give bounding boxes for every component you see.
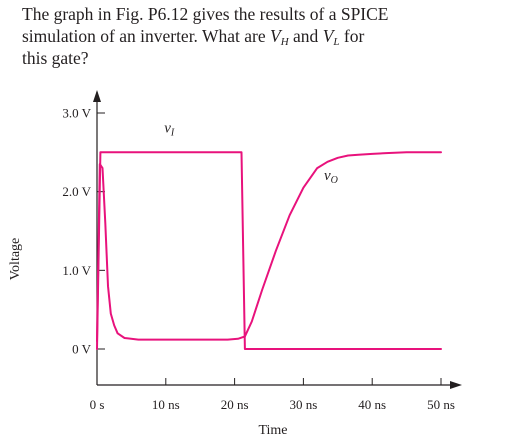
problem-line-2-end: for: [339, 26, 365, 46]
x-tick-label: 30 ns: [289, 397, 317, 412]
problem-line-1: The graph in Fig. P6.12 gives the result…: [22, 4, 389, 24]
y-tick-label: 0 V: [72, 342, 92, 357]
y-tick-label: 1.0 V: [62, 263, 91, 278]
y-axis-arrow: [93, 90, 101, 102]
x-tick-label: 20 ns: [221, 397, 249, 412]
problem-line-2-middle: and: [288, 26, 323, 46]
x-tick-label: 10 ns: [152, 397, 180, 412]
problem-statement: The graph in Fig. P6.12 gives the result…: [22, 3, 502, 69]
problem-line-2-start: simulation of an inverter. What are: [22, 26, 270, 46]
problem-line-2: simulation of an inverter. What are VH a…: [22, 25, 502, 48]
x-axis-label: Time: [258, 423, 287, 438]
vl-symbol: VL: [322, 26, 340, 48]
y-tick-label: 3.0 V: [62, 106, 91, 121]
vi-input-curve: [96, 151, 442, 350]
x-tick-label: 40 ns: [358, 397, 386, 412]
y-axis-label: Voltage: [8, 238, 23, 281]
x-axis-arrow: [450, 381, 462, 389]
vo-output-curve: [96, 151, 442, 343]
y-tick-label: 2.0 V: [62, 184, 91, 199]
vo-curve-label: vO: [324, 168, 338, 186]
vi-curve-label: vI: [164, 121, 175, 139]
x-tick-label: 0 s: [90, 397, 105, 412]
problem-line-3: this gate?: [22, 48, 89, 68]
vh-symbol: VH: [270, 26, 289, 48]
x-tick-label: 50 ns: [427, 397, 455, 412]
